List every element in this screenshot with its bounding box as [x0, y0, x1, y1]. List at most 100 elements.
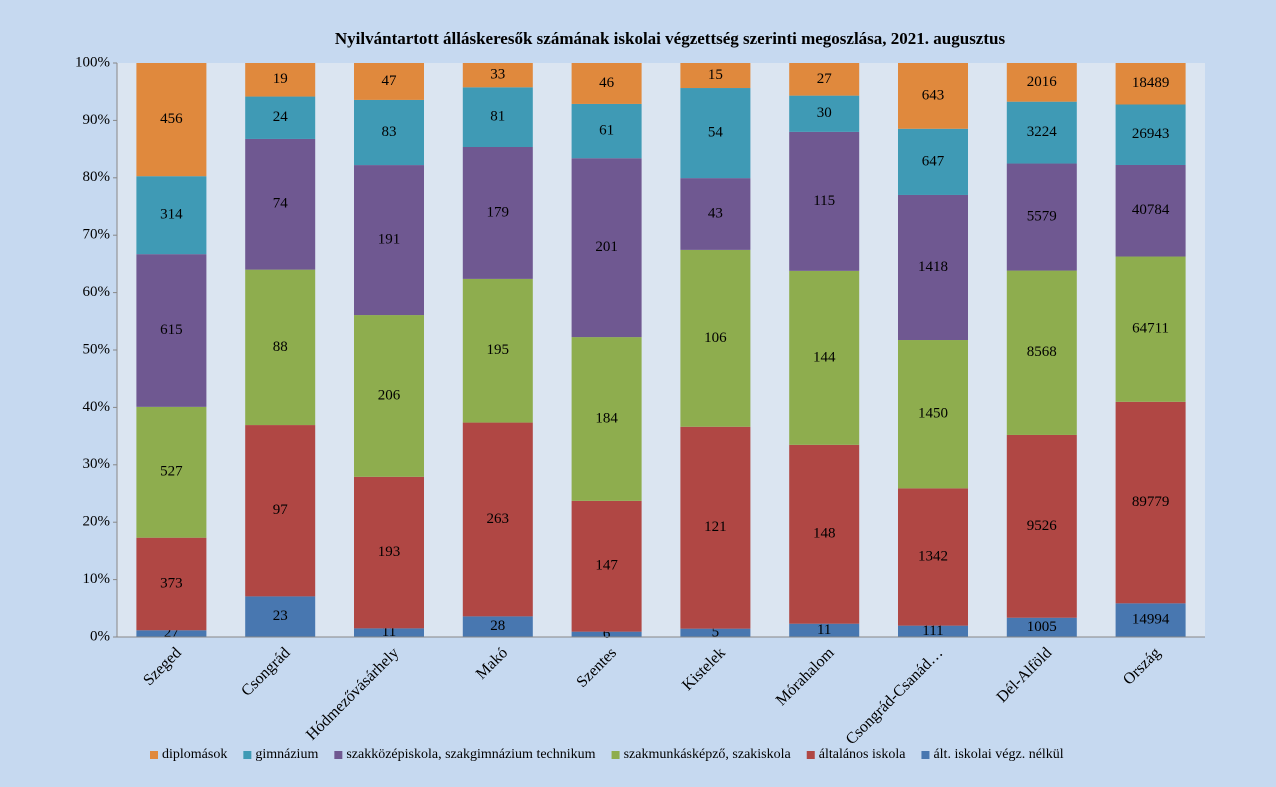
data-label: 147 [595, 558, 618, 574]
data-label: 1005 [1027, 619, 1057, 635]
bar-segment [245, 96, 316, 139]
bar-segment [898, 340, 968, 489]
data-label: 15 [708, 67, 723, 83]
bar-segment [680, 249, 751, 427]
data-label: 191 [378, 232, 401, 248]
legend-label: általános iskola [819, 747, 906, 762]
data-label: 9526 [1027, 518, 1058, 534]
bar-segment [789, 131, 860, 271]
legend-label: ált. iskolai végz. nélkül [933, 747, 1063, 762]
data-label: 314 [160, 207, 183, 223]
y-tick-label: 80% [83, 169, 111, 185]
data-label: 3224 [1027, 124, 1058, 140]
bar-segment [245, 269, 316, 426]
y-tick-label: 10% [83, 571, 111, 587]
bar-segment [571, 631, 642, 637]
data-label: 5579 [1027, 208, 1057, 224]
data-label: 33 [490, 67, 505, 83]
data-label: 106 [704, 330, 727, 346]
bar-segment [1115, 63, 1186, 105]
y-tick-label: 90% [83, 112, 111, 128]
data-label: 193 [378, 544, 401, 560]
data-label: 201 [595, 239, 618, 255]
data-label: 28 [490, 618, 505, 634]
bar-segment [571, 63, 642, 104]
bar-segment [462, 147, 533, 279]
bar-segment [680, 63, 751, 89]
legend-swatch [921, 751, 930, 759]
bar-segment [571, 103, 642, 159]
bar-segment [354, 63, 424, 100]
bar-segment [136, 63, 207, 177]
bar-segment [1115, 401, 1186, 604]
bar-segment [354, 476, 424, 629]
data-label: 373 [160, 575, 183, 591]
bar-segment [1006, 63, 1077, 102]
data-label: 111 [922, 623, 943, 639]
bar-segment [1006, 270, 1077, 435]
data-label: 46 [599, 75, 615, 91]
bar-segment [898, 194, 968, 341]
y-tick-label: 60% [83, 284, 111, 300]
data-label: 64711 [1132, 321, 1169, 337]
legend-swatch [243, 751, 252, 759]
data-label: 97 [273, 502, 289, 518]
bar-segment [136, 406, 207, 538]
bar-segment [462, 422, 533, 617]
chart-title: Nyilvántartott álláskeresők számának isk… [335, 29, 1006, 48]
data-label: 1450 [918, 406, 948, 422]
bar-segment [1006, 617, 1077, 637]
bar-segment [898, 128, 968, 195]
data-label: 43 [708, 205, 723, 221]
bar-segment [462, 278, 533, 423]
bar-segment [789, 623, 860, 637]
bar-segment [136, 537, 207, 631]
data-label: 61 [599, 123, 614, 139]
data-label: 11 [817, 622, 831, 638]
bar-segment [680, 628, 751, 637]
bar-segment [462, 87, 533, 147]
data-label: 6 [603, 626, 611, 642]
data-label: 148 [813, 526, 836, 542]
bar-segment [1115, 603, 1186, 637]
data-label: 18489 [1132, 75, 1170, 91]
data-label: 30 [817, 105, 832, 121]
bar-segment [136, 176, 207, 255]
data-label: 27 [817, 71, 833, 87]
y-tick-label: 100% [75, 54, 110, 70]
data-label: 647 [922, 153, 945, 169]
bar-segment [680, 426, 751, 629]
data-label: 1418 [918, 259, 948, 275]
bar-segment [1006, 163, 1077, 271]
data-label: 195 [487, 342, 510, 358]
legend-label: gimnázium [255, 747, 318, 762]
bar-segment [462, 616, 533, 637]
data-label: 615 [160, 322, 183, 338]
data-label: 5 [712, 624, 720, 640]
data-label: 643 [922, 87, 945, 103]
data-label: 23 [273, 608, 288, 624]
y-tick-label: 70% [83, 227, 111, 243]
bar-segment [1115, 164, 1186, 257]
data-label: 88 [273, 339, 288, 355]
data-label: 2016 [1027, 74, 1058, 90]
data-label: 14994 [1132, 612, 1170, 628]
legend-swatch [334, 751, 343, 759]
bar-segment [354, 628, 424, 637]
data-label: 456 [160, 111, 183, 127]
bar-segment [136, 254, 207, 407]
bar-segment [680, 178, 751, 250]
data-label: 83 [382, 124, 397, 140]
bar-segment [354, 99, 424, 166]
y-tick-label: 0% [90, 628, 110, 644]
legend-swatch [150, 751, 158, 759]
bar-segment [789, 270, 860, 445]
data-label: 89779 [1132, 494, 1170, 510]
legend-label: szakmunkásképző, szakiskola [624, 747, 792, 762]
bar-segment [245, 63, 316, 97]
bar-segment [571, 337, 642, 501]
bar-segment [1115, 256, 1186, 402]
data-label: 40784 [1132, 202, 1170, 218]
data-label: 115 [813, 193, 835, 209]
data-label: 81 [490, 109, 505, 125]
